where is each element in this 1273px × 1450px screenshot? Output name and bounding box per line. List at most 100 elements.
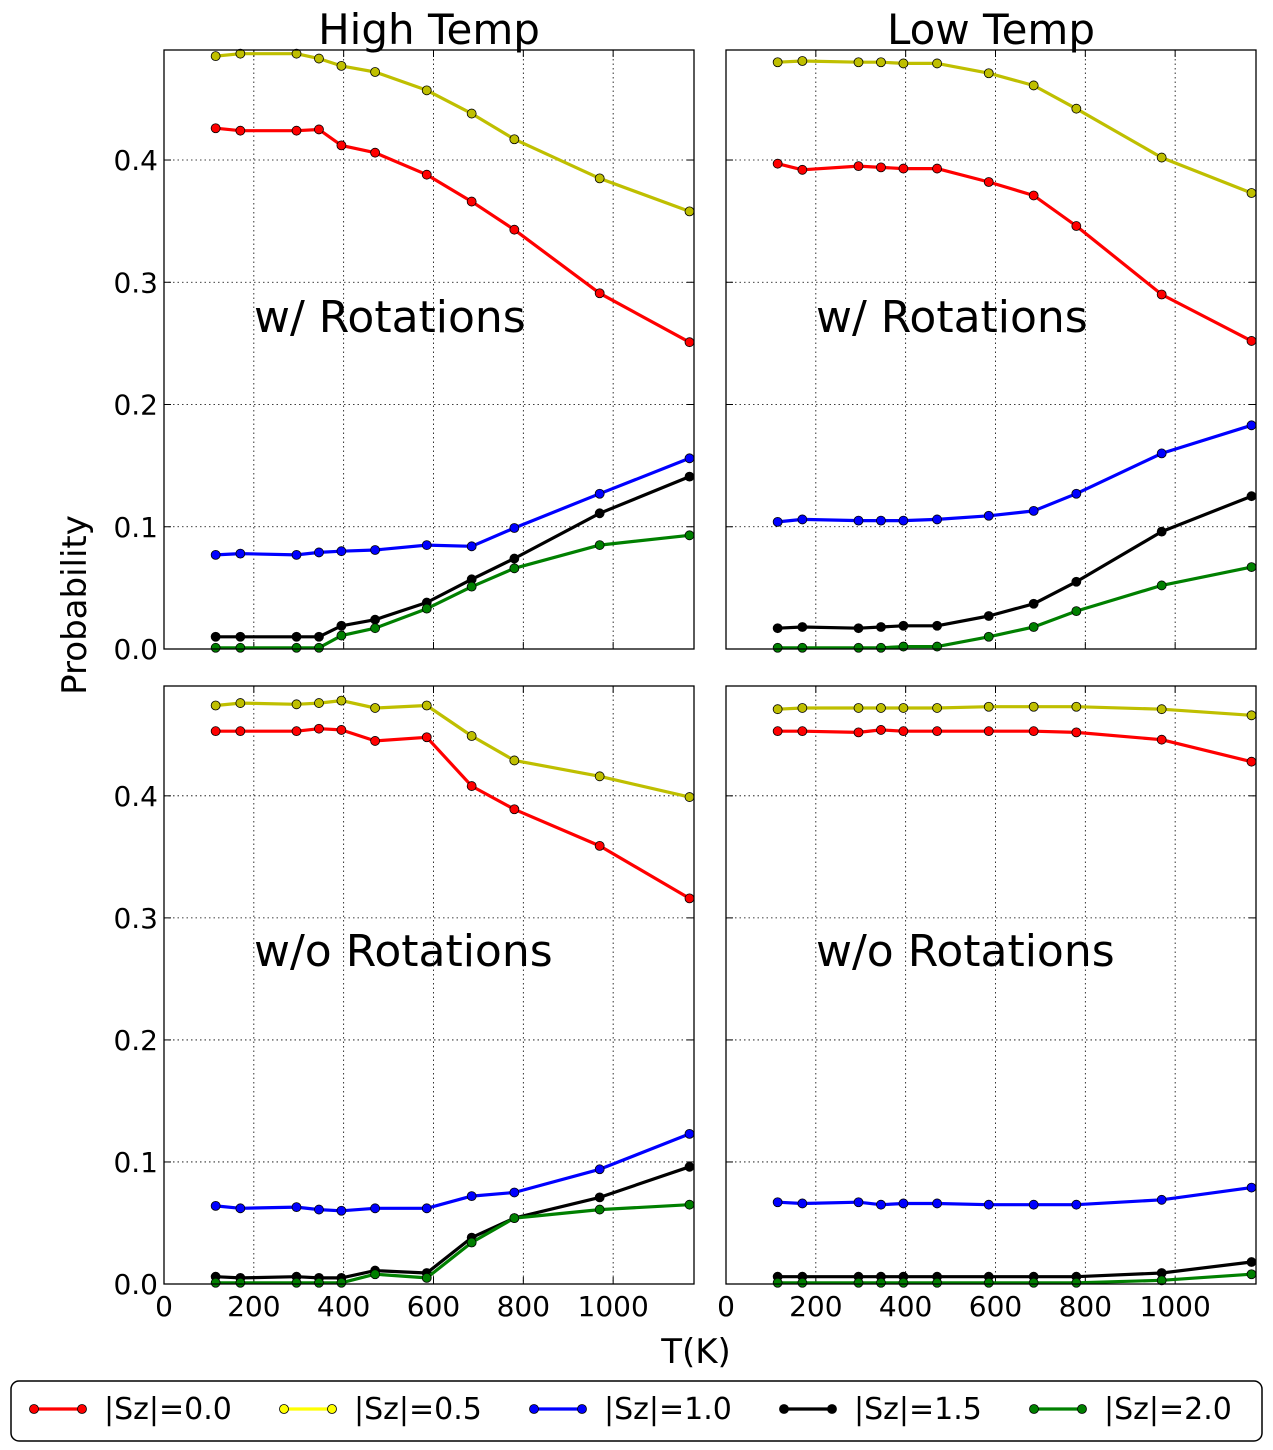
data-point [370,1269,381,1280]
data-point [772,57,783,68]
data-point [291,125,302,136]
x-tick-label: 600 [969,1290,1022,1323]
data-point [1246,1257,1257,1267]
axes-frame [725,49,1257,650]
legend-frame [10,1380,1263,1442]
data-point [509,804,520,815]
data-point [772,623,783,634]
data-point [336,630,347,641]
series-line-sz2 [215,1132,691,1213]
data-point [210,1200,221,1211]
data-point [291,631,302,642]
data-point [291,1202,302,1213]
data-point [509,553,520,564]
data-point [932,1198,943,1209]
data-point [509,563,520,574]
data-point [235,698,246,708]
legend-marker [529,1404,539,1414]
data-point [772,726,783,737]
data-point [421,1272,432,1283]
data-point [932,1277,943,1288]
data-point [797,164,808,175]
data-point [684,337,695,348]
data-point [1028,505,1039,516]
data-point [684,453,695,464]
data-point [594,288,605,299]
data-point [853,1197,864,1208]
data-point [797,1198,808,1209]
data-point [684,471,695,482]
data-point [336,546,347,557]
series-line-sz3 [215,475,691,639]
data-point [594,173,605,184]
x-tick-label: 800 [1059,1290,1112,1323]
data-point [509,523,520,533]
legend-items: |Sz|=0.0 |Sz|=0.5 |Sz|=1.0 |Sz|=1.5 |Sz|=2.0 [29,1392,1232,1427]
data-point [314,1204,324,1215]
data-point [1246,188,1257,198]
data-point [853,623,864,634]
data-point [235,726,246,737]
data-point [210,1277,221,1288]
data-point [876,515,886,526]
data-point [314,723,324,734]
data-point [421,603,432,614]
data-point [1246,1269,1257,1280]
data-point [336,695,347,706]
data-point [291,549,302,560]
data-point [1246,336,1257,346]
data-point [932,58,943,69]
panel-title: Low Temp [887,5,1095,54]
data-point [235,1203,246,1214]
series-line-sz1 [777,59,1253,195]
data-point [291,642,302,653]
data-point [684,1128,695,1139]
x-tick-label: 400 [317,1290,370,1323]
legend-label: |Sz|=1.5 [854,1392,982,1427]
data-point [466,781,477,791]
data-point [370,703,381,713]
series-line-sz4 [215,1203,690,1285]
data-point [421,540,432,550]
series-line-sz3 [777,1260,1252,1279]
data-point [876,703,886,713]
data-point [876,642,886,653]
data-point [983,611,994,621]
panel-annotation: w/o Rotations [816,926,1115,977]
y-tick-label: 0.2 [113,389,158,422]
data-point [509,755,520,766]
series-line-sz0 [777,728,1252,764]
data-point [898,726,909,737]
data-point [983,631,994,642]
x-tick-label: 800 [497,1290,550,1323]
data-point [1028,726,1039,737]
x-tick-label: 600 [407,1290,460,1323]
data-point [509,1187,520,1198]
data-point [210,549,221,560]
data-point [898,58,909,69]
data-point [932,641,943,652]
data-point [684,1199,695,1210]
data-point [466,108,477,119]
data-point [853,161,864,172]
series-line-sz1 [215,52,691,213]
data-point [1071,606,1082,617]
data-point [370,623,381,634]
data-point [898,641,909,652]
series-line-sz1 [777,705,1252,717]
panels: 0.0 0.1 0.2 0.3 0.4 w/ Rotations High Temp w/ R… [113,5,1257,1323]
data-point [898,620,909,631]
legend-label: |Sz|=0.5 [354,1392,482,1427]
data-point [684,893,695,904]
data-point [509,134,520,145]
data-point [932,514,943,525]
data-point [594,540,605,550]
data-point [314,631,324,642]
data-point [853,515,864,526]
data-point [853,1277,864,1288]
panel-annotation: w/ Rotations [254,292,526,343]
data-point [983,510,994,521]
data-point [421,169,432,180]
y-tick-label: 0.3 [113,266,158,299]
y-tick-label: 0.4 [113,780,158,813]
